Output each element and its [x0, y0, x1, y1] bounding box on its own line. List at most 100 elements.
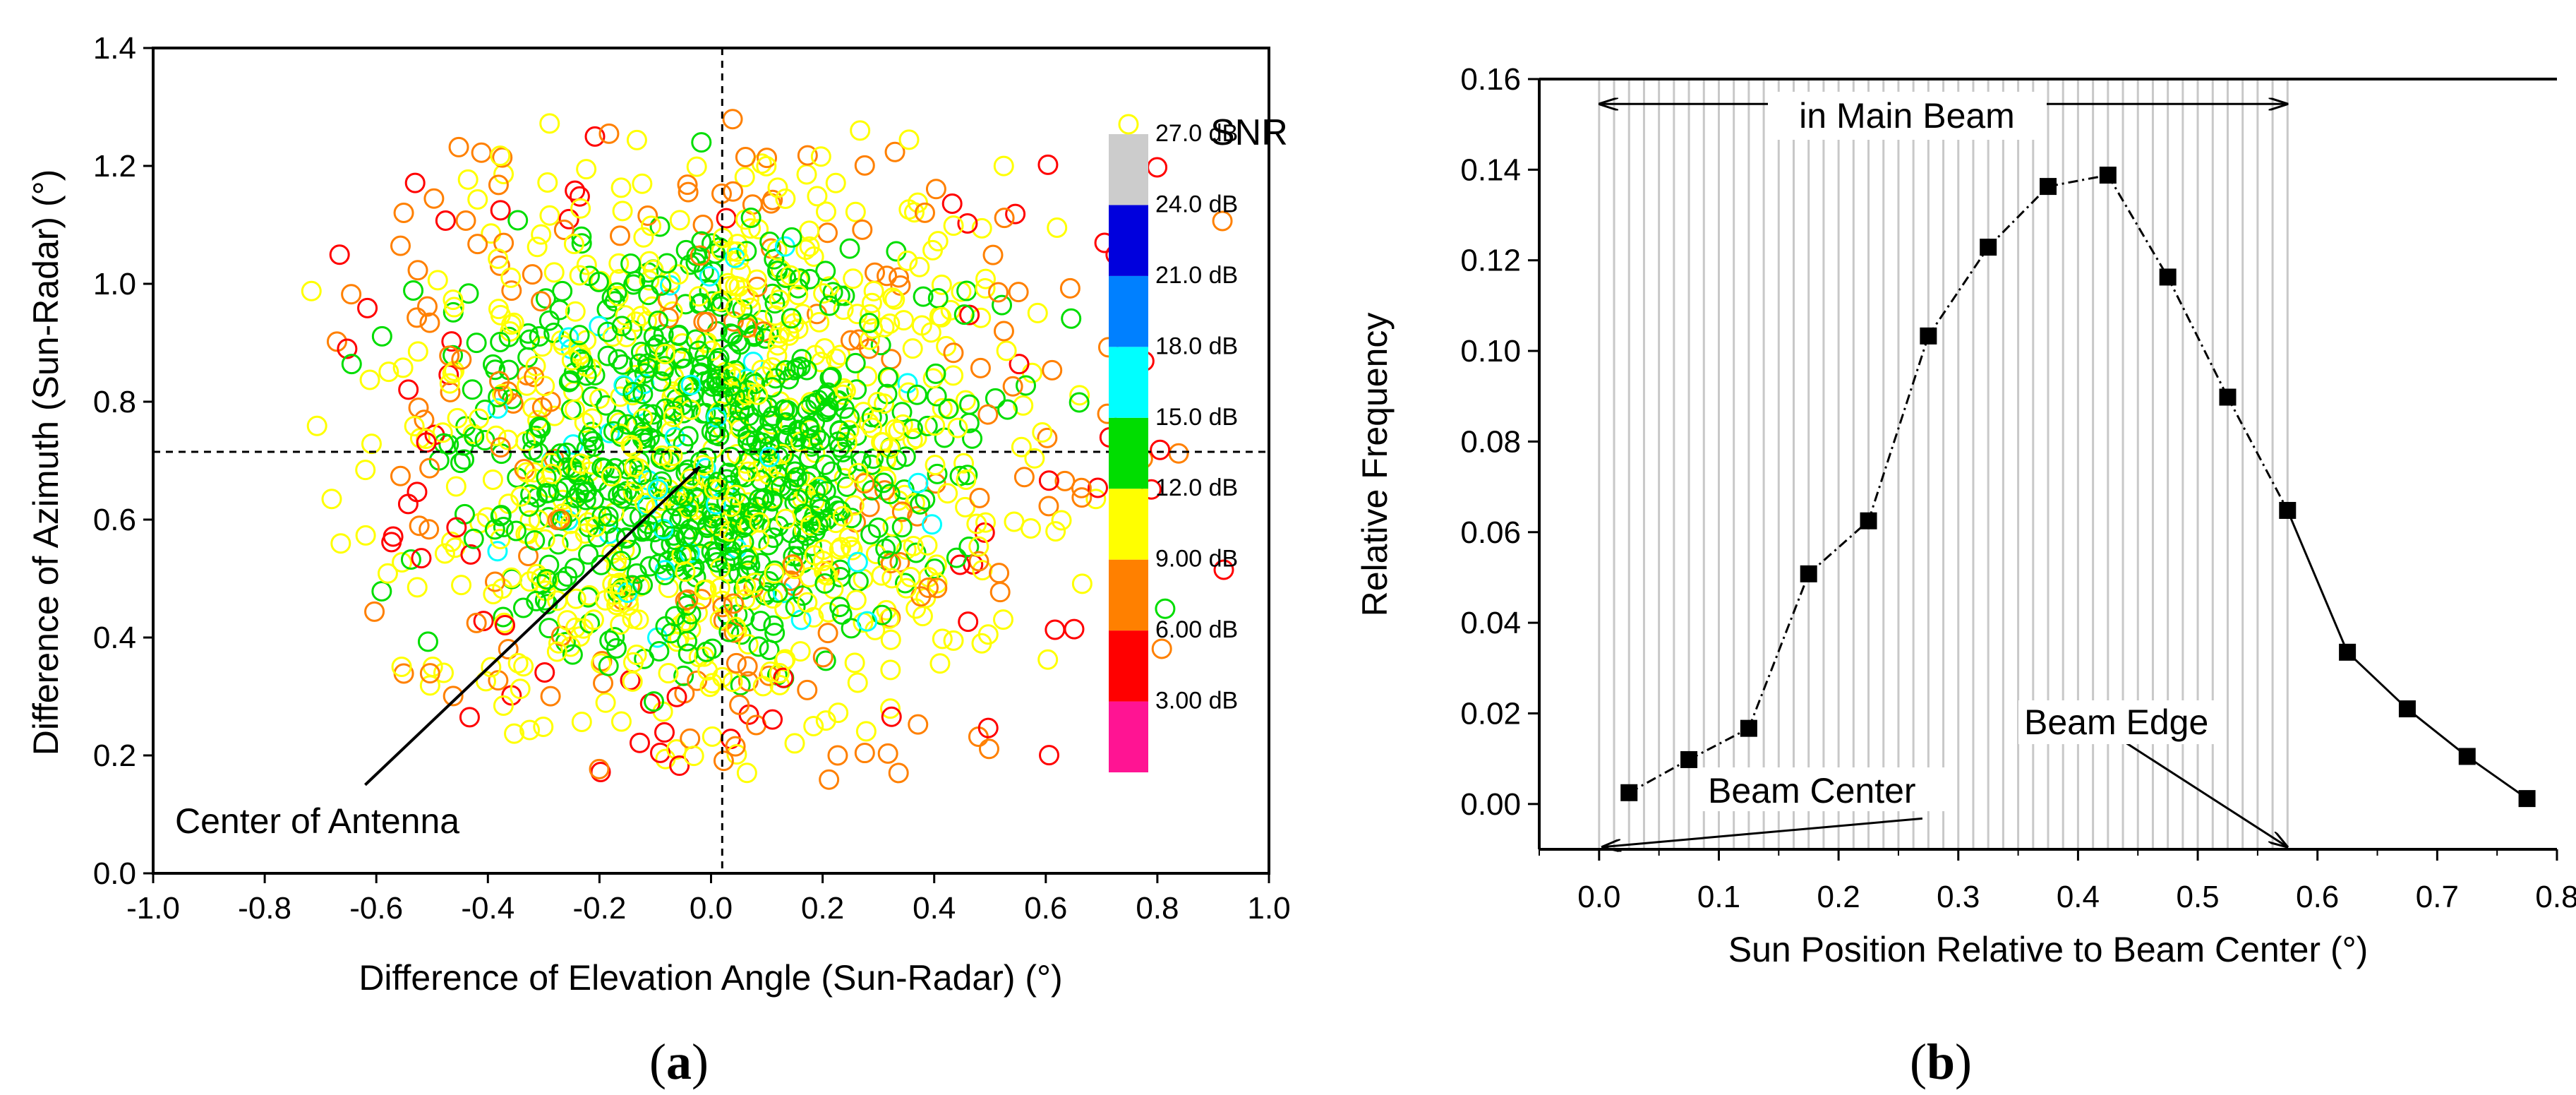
- scatter-point: [1011, 436, 1032, 457]
- scatter-point: [407, 260, 428, 281]
- scatter-point: [697, 659, 718, 681]
- scatter-point: [738, 560, 759, 581]
- line-chart: 0.0 0.1 0.2 0.3 0.4 0.5 0.6 0.7 0.8 0.00 0.02 0.04…: [1355, 62, 2576, 1090]
- scatter-point: [702, 726, 723, 747]
- scatter-point: [571, 711, 592, 732]
- scatter-point: [925, 363, 946, 384]
- scatter-point: [597, 321, 618, 342]
- scatter-point: [968, 536, 989, 557]
- scatter-point: [690, 245, 711, 266]
- scatter-point: [550, 509, 571, 530]
- scatter-point: [665, 606, 686, 627]
- scatter-point: [419, 457, 440, 479]
- scatter-point: [608, 253, 630, 274]
- scatter-point: [558, 208, 579, 229]
- scatter-point: [448, 136, 469, 157]
- colorbar-title: SNR: [1210, 112, 1288, 153]
- scatter-point: [1047, 217, 1068, 238]
- legend-marker: [1118, 114, 1139, 135]
- scatter-point: [759, 446, 780, 467]
- scatter-point: [709, 578, 730, 599]
- colorbar-tick-label: 24.0 dB: [1155, 191, 1238, 217]
- scatter-point: [607, 574, 628, 595]
- scatter-point: [563, 233, 584, 254]
- scatter-point: [723, 593, 744, 614]
- x-tick-label: -0.2: [572, 891, 626, 926]
- scatter-point: [673, 665, 694, 686]
- scatter-point: [654, 564, 675, 585]
- scatter-point: [691, 132, 712, 153]
- scatter-point: [500, 267, 522, 288]
- scatter-point: [700, 369, 721, 390]
- colorbar-bin: [1109, 630, 1148, 702]
- scatter-point: [839, 238, 860, 259]
- scatter-point: [694, 580, 715, 601]
- scatter-point: [466, 612, 487, 633]
- scatter-point: [361, 433, 382, 455]
- scatter-point: [492, 147, 513, 168]
- scatter-point: [1009, 354, 1030, 375]
- scatter-point: [725, 297, 746, 318]
- scatter-point: [1045, 521, 1066, 542]
- scatter-point: [482, 469, 503, 490]
- scatter-point: [483, 584, 504, 605]
- scatter-point: [931, 306, 952, 328]
- x-tick-label: 0.2: [801, 891, 844, 926]
- scatter-point: [874, 480, 896, 501]
- scatter-point: [632, 575, 654, 596]
- scatter-point: [612, 354, 633, 375]
- scatter-point: [512, 597, 534, 618]
- scatter-point: [747, 384, 769, 405]
- scatter-point: [759, 436, 780, 457]
- scatter-point: [725, 736, 746, 757]
- colorbar-bin: [1109, 489, 1148, 560]
- scatter-point: [978, 738, 999, 760]
- scatter-point: [1061, 308, 1082, 329]
- scatter-point: [1013, 395, 1034, 416]
- scatter-point: [943, 365, 964, 386]
- scatter-point: [838, 419, 860, 441]
- scatter-point: [833, 378, 854, 399]
- beam-center-arrow: [1602, 817, 1923, 846]
- scatter-point: [817, 222, 838, 244]
- y-tick-label: 1.0: [93, 267, 136, 301]
- scatter-point: [639, 556, 661, 577]
- scatter-point: [691, 231, 712, 252]
- scatter-point: [561, 349, 582, 371]
- scatter-point: [457, 169, 479, 190]
- scatter-point: [821, 366, 842, 388]
- scatter-point: [969, 487, 990, 508]
- scatter-point: [650, 742, 671, 763]
- scatter-point: [813, 283, 834, 304]
- scatter-point: [943, 342, 964, 364]
- main-beam-label: in Main Beam: [1799, 96, 2015, 136]
- y-tick-label: 0.02: [1460, 696, 1521, 731]
- scatter-point: [735, 575, 757, 597]
- scatter-point: [699, 265, 720, 287]
- scatter-point: [931, 274, 952, 295]
- scatter-point: [829, 597, 850, 618]
- scatter-point: [854, 743, 875, 764]
- scatter-point: [902, 338, 923, 359]
- scatter-point: [357, 297, 378, 318]
- scatter-point: [723, 181, 744, 202]
- series-line-segment: [1807, 520, 1870, 575]
- scatter-point: [738, 634, 759, 655]
- x-tick-label: 0.4: [2057, 880, 2100, 914]
- scatter-point: [845, 201, 866, 222]
- scatter-point: [1032, 421, 1053, 443]
- scatter-point: [722, 109, 743, 130]
- scatter-point: [886, 241, 907, 262]
- y-axis-ticks: 0.0 0.2 0.4 0.6 0.8 1.0 1.2 1.4: [93, 31, 153, 891]
- scatter-point: [733, 532, 754, 553]
- scatter-point: [748, 636, 769, 657]
- scatter-point: [737, 656, 758, 677]
- colorbar-tick-label: 6.00 dB: [1155, 616, 1238, 643]
- scatter-point: [803, 715, 824, 736]
- scatter-point: [855, 721, 877, 742]
- scatter-point: [659, 486, 680, 507]
- beam-edge-label: Beam Edge: [2024, 702, 2208, 742]
- scatter-point: [574, 412, 595, 433]
- scatter-point: [706, 552, 728, 573]
- scatter-point: [584, 126, 606, 147]
